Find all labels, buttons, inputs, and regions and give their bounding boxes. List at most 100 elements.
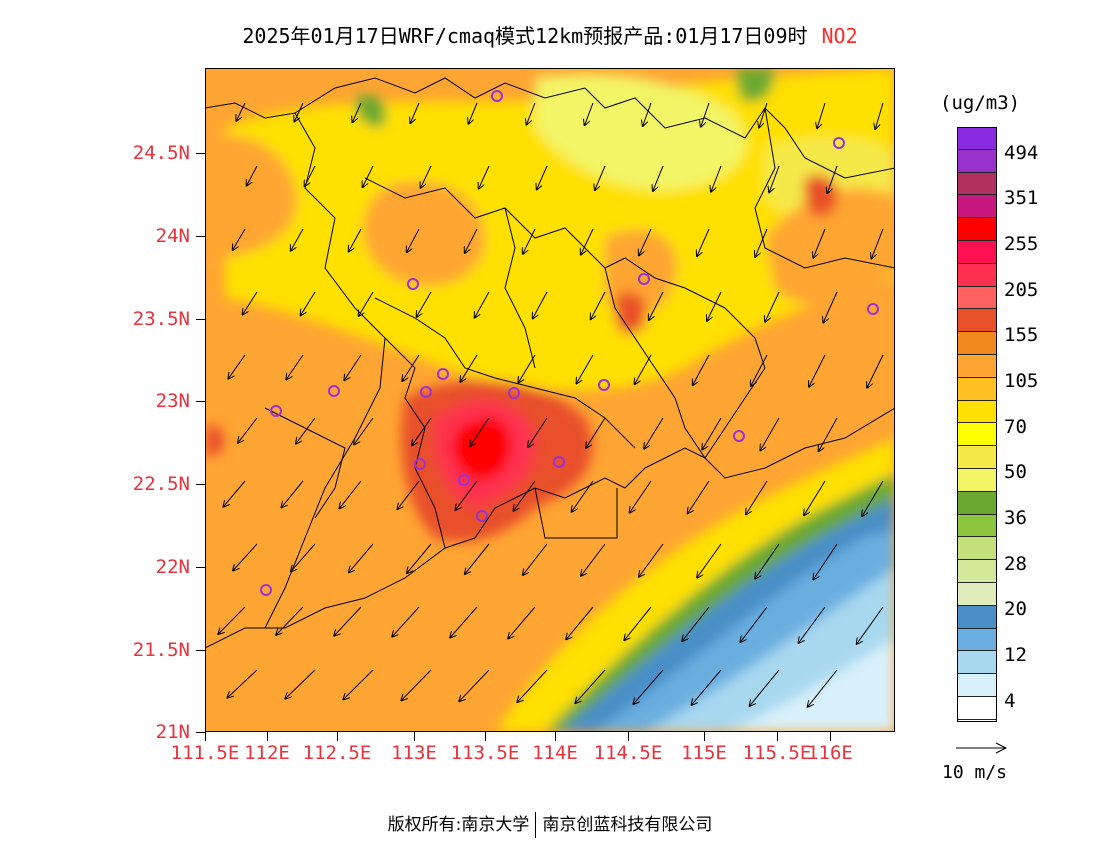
wind-vector: [533, 291, 548, 318]
x-tick-label: 114.5E: [593, 742, 663, 764]
x-tick-mark: [777, 732, 778, 741]
boundary-sw: [264, 407, 346, 519]
field-orange-center: [363, 181, 485, 286]
wind-vector: [523, 228, 536, 254]
legend-swatch: [957, 605, 997, 629]
wind-vector: [363, 165, 374, 187]
wind-vector: [354, 417, 374, 445]
field-green-spot1: [355, 94, 386, 127]
color-legend: [957, 127, 997, 720]
wind-vector: [421, 165, 432, 188]
field-hot-west: [205, 425, 225, 458]
legend-swatch: [957, 674, 997, 697]
site-marker: [270, 405, 282, 417]
wind-vector: [291, 543, 316, 571]
legend-swatch: [957, 149, 997, 173]
y-tick-label: 22N: [155, 556, 190, 578]
reference-wind-arrow: [956, 742, 1008, 754]
wind-vector: [867, 354, 884, 388]
wind-vector: [644, 417, 664, 449]
wind-vector: [523, 543, 548, 575]
wind-vector: [586, 417, 606, 448]
legend-swatch: [957, 468, 997, 492]
wind-vector: [291, 228, 304, 251]
wind-vector: [243, 291, 258, 315]
field-hot-east: [615, 292, 646, 335]
x-tick-mark: [414, 732, 415, 741]
wind-vector: [643, 102, 652, 126]
legend-swatch: [957, 332, 997, 355]
site-marker: [260, 584, 272, 596]
wind-vector: [577, 354, 594, 383]
legend-label: 255: [1004, 233, 1039, 255]
x-tick-mark: [830, 732, 831, 741]
legend-swatch: [957, 263, 997, 287]
y-tick-label: 22.5N: [132, 473, 190, 495]
wind-vector: [402, 354, 420, 381]
wind-vector: [276, 606, 304, 635]
legend-label: 36: [1004, 507, 1027, 529]
wind-vector: [537, 165, 548, 189]
wind-vector: [711, 165, 722, 192]
wind-vector: [475, 291, 490, 318]
company-text: 南京创蓝科技有限公司: [542, 815, 713, 835]
wind-vector: [633, 669, 664, 704]
wind-vector: [282, 480, 304, 507]
site-marker: [420, 386, 432, 398]
wind-vector: [343, 669, 374, 699]
legend-swatch: [957, 651, 997, 675]
y-tick-mark: [196, 650, 205, 651]
wind-vector: [697, 228, 710, 256]
y-tick-mark: [196, 153, 205, 154]
x-tick-label: 112E: [244, 742, 290, 764]
x-tick-mark: [704, 732, 705, 741]
wind-vector: [591, 291, 606, 319]
legend-swatch: [957, 400, 997, 424]
wind-vector: [286, 354, 304, 379]
legend-label: 50: [1004, 461, 1027, 483]
wind-vector: [581, 543, 606, 576]
wind-vector: [707, 291, 722, 321]
legend-swatch: [957, 696, 997, 720]
copyright-text: 版权所有:南京大学: [387, 815, 530, 835]
legend-swatch: [957, 240, 997, 264]
y-tick-label: 24.5N: [132, 142, 190, 164]
legend-label: 105: [1004, 370, 1039, 392]
legend-label: 494: [1004, 142, 1039, 164]
wind-vector: [518, 354, 536, 383]
y-tick-label: 24N: [155, 225, 190, 247]
field-orange-nw: [205, 135, 297, 258]
footer-divider: [535, 812, 537, 838]
legend-units: (ug/m3): [940, 92, 1021, 114]
field-lightyellow-north: [535, 74, 746, 190]
x-tick-label: 116E: [807, 742, 853, 764]
wind-vector: [392, 606, 420, 637]
wind-vector: [517, 669, 548, 702]
wind-vector: [817, 102, 826, 128]
wind-vector: [296, 417, 316, 444]
site-marker: [867, 303, 879, 315]
wind-vector: [233, 228, 246, 250]
field-ocean-lighter: [725, 638, 895, 732]
wind-vector: [301, 291, 316, 315]
wind-vector: [460, 354, 478, 382]
legend-swatch: [957, 514, 997, 538]
boundary-coast: [205, 447, 706, 649]
wind-vector: [359, 291, 374, 316]
wind-vector: [508, 606, 536, 638]
wind-vector: [581, 228, 594, 255]
y-tick-label: 23.5N: [132, 308, 190, 330]
wind-vector: [465, 543, 490, 574]
wind-vector: [769, 165, 780, 192]
x-tick-label: 115.5E: [742, 742, 812, 764]
x-tick-label: 113E: [391, 742, 437, 764]
wind-vector: [760, 417, 780, 450]
wind-vector: [528, 417, 548, 447]
wind-vector: [813, 543, 838, 579]
boundary-inner2: [374, 297, 636, 449]
wind-vector: [575, 669, 606, 703]
wind-vector: [585, 102, 594, 125]
legend-swatch: [957, 354, 997, 378]
map-panel[interactable]: [205, 68, 895, 732]
y-tick-mark: [196, 319, 205, 320]
